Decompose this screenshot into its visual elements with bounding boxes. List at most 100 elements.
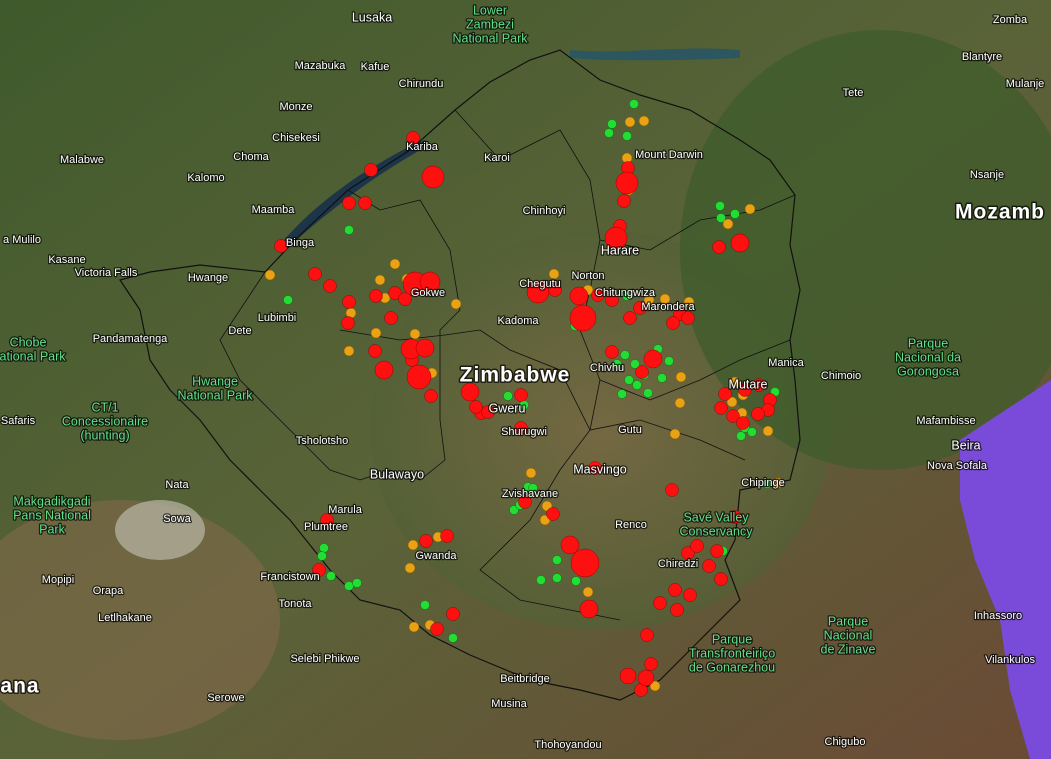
place-label: Renco (615, 519, 647, 531)
marker-red (312, 563, 326, 577)
marker-green (448, 633, 458, 643)
marker-red (369, 289, 383, 303)
place-label: Gokwe (411, 287, 445, 299)
park-label: Park (39, 522, 65, 536)
country-label: ana (0, 675, 39, 698)
country-label: Mozamb (955, 201, 1045, 224)
place-label: Beira (951, 438, 980, 452)
marker-red (419, 271, 441, 293)
marker-red (546, 507, 560, 521)
marker-green (730, 209, 740, 219)
marker-orange (264, 269, 276, 281)
marker-green (420, 600, 430, 610)
marker-red (605, 345, 619, 359)
marker-orange (343, 345, 355, 357)
place-label: Zomba (993, 14, 1028, 26)
place-label: Chivhu (590, 362, 624, 374)
marker-red (726, 409, 740, 423)
marker-green (344, 581, 354, 591)
marker-red (320, 513, 334, 527)
place-label: Chirundu (399, 78, 444, 90)
marker-orange (374, 274, 386, 286)
marker-red (588, 461, 602, 475)
marker-green (317, 551, 327, 561)
park-label: (hunting) (80, 428, 129, 442)
marker-red (665, 483, 679, 497)
marker-red (702, 559, 716, 573)
place-label: Chinhoyi (523, 205, 566, 217)
marker-green (715, 201, 725, 211)
place-label: Safaris (1, 415, 36, 427)
park-label: Lower (473, 3, 507, 17)
marker-orange (404, 562, 416, 574)
place-label: Orapa (93, 585, 124, 597)
marker-green (736, 431, 746, 441)
place-label: Nova Sofala (927, 460, 988, 472)
marker-orange (659, 293, 671, 305)
place-label: Zvishavane (502, 488, 558, 500)
place-label: Kadoma (498, 315, 540, 327)
marker-red (274, 239, 288, 253)
marker-orange (762, 425, 774, 437)
province-border (599, 339, 791, 401)
marker-green (617, 389, 627, 399)
place-label: Tonota (278, 598, 312, 610)
park-label: Pans National (13, 508, 91, 522)
park-label: Nacional da (895, 350, 961, 364)
place-label: Chisekesi (272, 132, 320, 144)
marker-red (751, 407, 765, 421)
marker-red (643, 349, 663, 369)
marker-red (681, 546, 695, 560)
markers (264, 99, 784, 697)
marker-orange (649, 680, 661, 692)
marker-red (446, 607, 460, 621)
place-label: Nsanje (970, 169, 1004, 181)
marker-green (747, 427, 757, 437)
marker-red (569, 304, 597, 332)
place-label: Monze (279, 101, 312, 113)
marker-red (430, 622, 444, 636)
marker-orange (409, 328, 421, 340)
place-label: Harare (601, 243, 639, 257)
marker-red (714, 572, 728, 586)
marker-red (364, 163, 378, 177)
marker-orange (643, 294, 655, 306)
place-label: Gwanda (416, 550, 458, 562)
marker-red (690, 539, 704, 553)
park-label: Zambezi (466, 17, 514, 31)
place-label: Binga (286, 237, 315, 249)
place-label: a Mulilo (3, 234, 41, 246)
park-label: Chobe (10, 335, 47, 349)
place-label: Serowe (207, 692, 244, 704)
marker-red (469, 400, 483, 414)
marker-red (415, 338, 435, 358)
lake (570, 48, 740, 61)
salt-pan (115, 500, 205, 560)
place-label: Blantyre (962, 51, 1002, 63)
marker-red (738, 383, 752, 397)
marker-orange (726, 396, 738, 408)
marker-red (398, 292, 412, 306)
place-label: Malabwe (60, 154, 104, 166)
place-label: Mazabuka (295, 60, 347, 72)
marker-green (283, 295, 293, 305)
marker-green (622, 131, 632, 141)
country-label: Zimbabwe (460, 364, 571, 387)
park-label: National Park (177, 388, 253, 402)
marker-green (326, 571, 336, 581)
marker-orange (525, 467, 537, 479)
marker-red (617, 194, 631, 208)
country-border (119, 49, 801, 701)
marker-red (730, 233, 750, 253)
marker-green (643, 388, 653, 398)
marker-red (406, 131, 420, 145)
marker-red (323, 279, 337, 293)
marker-green (571, 576, 581, 586)
marker-orange (389, 258, 401, 270)
place-label: Masvingo (573, 462, 627, 476)
place-label: Pandamatenga (93, 333, 168, 345)
marker-red (308, 267, 322, 281)
park-label: Concessionaire (62, 414, 148, 428)
place-label: Marula (328, 504, 363, 516)
